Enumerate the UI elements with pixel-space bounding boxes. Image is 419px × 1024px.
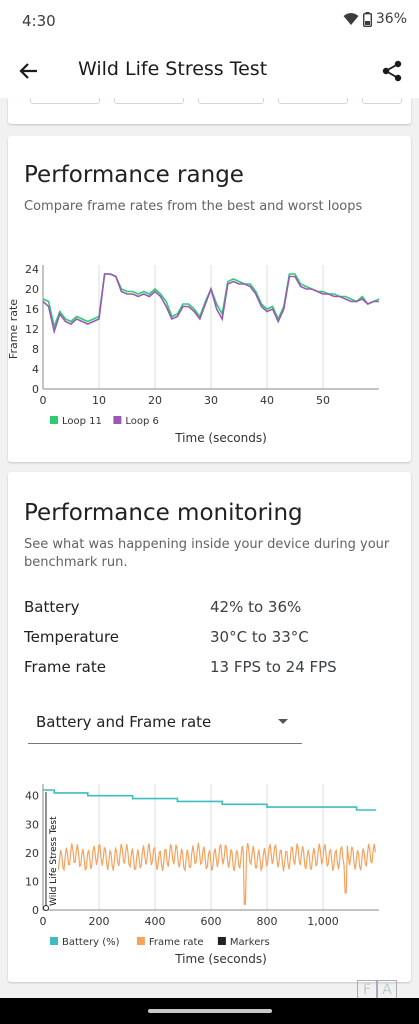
- performance-range-title: Performance range: [24, 162, 244, 188]
- chip: [198, 98, 264, 104]
- series-line-battery: [43, 789, 377, 811]
- x-tick-label: 200: [89, 915, 110, 928]
- y-tick-label: 20: [25, 847, 39, 860]
- x-tick-label: 10: [92, 394, 106, 407]
- chip: [362, 98, 402, 104]
- performance-monitoring-chart: 0 200 400 600 800 1,000 0 10 20 30 40 Wild Life Str…: [25, 784, 379, 966]
- legend-swatch: [217, 937, 226, 945]
- status-time: 4:30: [22, 12, 56, 30]
- y-tick-label: 40: [25, 790, 39, 803]
- stat-label-battery: Battery: [24, 598, 80, 616]
- chevron-down-icon: [278, 719, 288, 724]
- navigation-bar: [0, 998, 419, 1024]
- series-line-frame-rate: [57, 842, 376, 905]
- share-icon: [382, 60, 402, 82]
- legend-swatch: [113, 416, 122, 424]
- stat-value-frame-rate: 13 FPS to 24 FPS: [210, 658, 337, 676]
- legend-label: Markers: [230, 937, 270, 948]
- chip: [278, 98, 348, 104]
- stat-value-battery: 42% to 36%: [210, 598, 302, 616]
- x-tick-label: 50: [316, 394, 330, 407]
- performance-range-subtitle: Compare frame rates from the best and wo…: [24, 199, 363, 214]
- performance-monitoring-card: Performance monitoring See what was happ…: [8, 472, 411, 982]
- x-tick-label: 0: [40, 915, 47, 928]
- x-axis-label: Time (seconds): [174, 952, 267, 966]
- y-tick-label: 12: [25, 323, 39, 336]
- x-tick-label: 600: [201, 915, 222, 928]
- marker-dot: [43, 905, 49, 911]
- status-icons: 36%: [343, 11, 407, 27]
- y-tick-label: 0: [32, 383, 39, 396]
- series-line-1: [42, 273, 379, 335]
- wifi-icon: [343, 13, 359, 25]
- chip: [30, 98, 100, 104]
- watermark-box: F: [357, 980, 377, 1000]
- chip: [114, 98, 184, 104]
- y-tick-label: 16: [25, 303, 39, 316]
- watermark-box: A: [377, 980, 397, 1000]
- legend-label: Battery (%): [62, 937, 120, 948]
- y-tick-label: 30: [25, 818, 39, 831]
- performance-monitoring-subtitle: See what was happening inside your devic…: [24, 537, 390, 552]
- y-tick-label: 8: [32, 343, 39, 356]
- back-button[interactable]: [14, 56, 44, 86]
- y-tick-label: 10: [25, 875, 39, 888]
- performance-monitoring-title: Performance monitoring: [24, 500, 303, 526]
- x-tick-label: 30: [204, 394, 218, 407]
- y-tick-label: 24: [25, 263, 39, 276]
- home-gesture-pill[interactable]: [148, 1009, 272, 1013]
- previous-card-bottom: [8, 98, 411, 124]
- performance-range-card: Performance range Compare frame rates fr…: [8, 136, 411, 462]
- legend-label: Loop 6: [125, 416, 159, 427]
- y-tick-label: 20: [25, 283, 39, 296]
- status-bar: 4:30 36%: [0, 0, 419, 44]
- x-tick-label: 400: [145, 915, 166, 928]
- x-axis-label: Time (seconds): [174, 431, 267, 445]
- legend-label: Loop 11: [62, 416, 102, 427]
- battery-icon: [362, 11, 372, 27]
- legend-swatch: [136, 937, 145, 945]
- battery-percent: 36%: [375, 11, 407, 27]
- chart-type-dropdown[interactable]: Battery and Frame rate: [28, 708, 302, 744]
- app-bar: Wild Life Stress Test: [0, 44, 419, 98]
- share-button[interactable]: [377, 56, 407, 86]
- stat-label-temperature: Temperature: [24, 628, 120, 646]
- page-title: Wild Life Stress Test: [78, 58, 268, 80]
- x-tick-label: 1,000: [307, 915, 339, 928]
- stat-label-frame-rate: Frame rate: [24, 658, 106, 676]
- legend-label: Frame rate: [149, 937, 204, 948]
- y-axis-label: Frame rate: [8, 299, 20, 359]
- legend-swatch: [50, 416, 58, 424]
- arrow-left-icon: [19, 63, 37, 79]
- x-tick-label: 40: [260, 394, 274, 407]
- x-tick-label: 0: [40, 394, 47, 407]
- dropdown-selected: Battery and Frame rate: [36, 713, 212, 731]
- y-tick-label: 4: [32, 363, 39, 376]
- performance-range-chart: 0 10 20 30 40 50 0 4 8 12 16 20 24 Frame rate Loop 11 L…: [8, 263, 380, 445]
- y-tick-label: 0: [32, 904, 39, 917]
- x-tick-label: 800: [257, 915, 278, 928]
- x-tick-label: 20: [148, 394, 162, 407]
- legend-swatch: [50, 937, 58, 945]
- stat-value-temperature: 30°C to 33°C: [210, 628, 309, 646]
- performance-monitoring-subtitle-2: benchmark run.: [24, 555, 128, 570]
- marker-label: Wild Life Stress Test: [49, 816, 59, 906]
